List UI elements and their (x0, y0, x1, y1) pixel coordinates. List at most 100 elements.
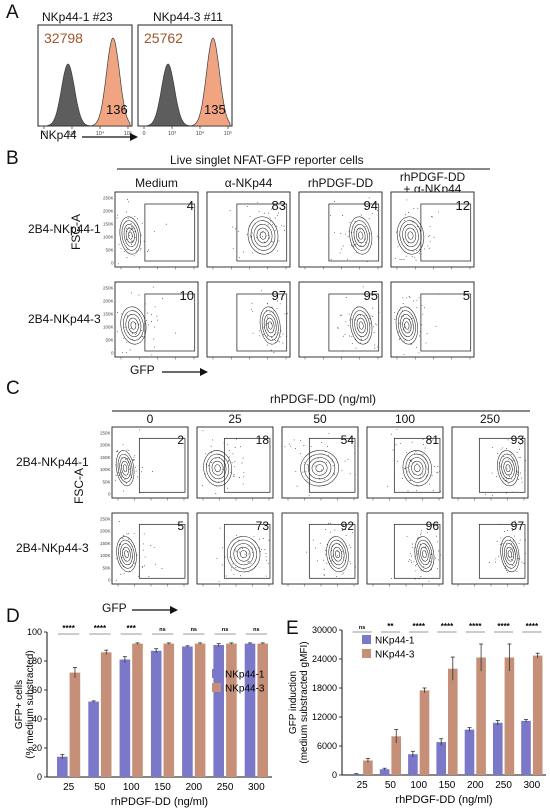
panel-letter-c: C (6, 378, 20, 399)
flow-contour (502, 539, 518, 569)
row-label-panelC-0: 2B4-NKp44-1 (16, 454, 89, 469)
flow-event-dot (137, 218, 139, 220)
histogram-tick-label: 10³ (68, 131, 76, 137)
flow-contour (352, 310, 371, 341)
flow-event-dot (420, 250, 422, 252)
flow-contour (501, 457, 515, 480)
flow-event-dot (360, 245, 362, 247)
flow-event-dot (353, 319, 355, 321)
flow-event-dot (521, 477, 523, 479)
flow-event-dot (251, 232, 253, 234)
y-tick-label: 30000 (312, 625, 337, 635)
flow-event-dot (336, 575, 337, 577)
flow-event-dot (407, 490, 409, 492)
flow-event-dot (507, 439, 509, 441)
flow-event-dot (438, 550, 440, 552)
flow-event-dot (141, 330, 143, 332)
flow-plot-frame (111, 426, 189, 499)
flow-event-dot (352, 246, 354, 247)
bar-NKp44-1 (182, 646, 193, 777)
flow-event-dot (330, 259, 332, 260)
flow-event-dot (354, 566, 356, 568)
bar-NKp44-3 (504, 657, 515, 775)
flow-contour (128, 317, 139, 334)
flow-event-dot (124, 327, 126, 328)
flow-event-dot (408, 296, 410, 297)
flow-event-dot (147, 312, 149, 314)
flow-event-dot (270, 220, 272, 222)
flow-event-dot (416, 299, 418, 301)
flow-ytick-label: 0 (111, 261, 114, 266)
flow-event-dot (378, 311, 380, 313)
panel-b-xlabel: GFP (130, 363, 155, 377)
flow-plot-frame (196, 426, 274, 499)
flow-event-dot (436, 535, 438, 537)
flow-event-dot (393, 474, 395, 476)
gfp-gate (308, 437, 356, 493)
flow-event-dot (130, 222, 132, 224)
flow-event-dot (400, 307, 402, 309)
flow-contour (125, 227, 135, 244)
flow-event-dot (377, 346, 379, 348)
flow-event-dot (263, 327, 265, 329)
flow-event-dot (361, 338, 363, 340)
histogram-tick-label: 0 (142, 131, 145, 137)
bar-NKp44-3 (69, 672, 81, 777)
flow-event-dot (354, 474, 356, 476)
flow-event-dot (333, 231, 335, 233)
gate-percentage: 54 (340, 433, 354, 447)
flow-event-dot (404, 220, 406, 222)
histogram-mfi-pos-2: 25762 (144, 30, 183, 46)
flow-event-dot (519, 443, 521, 445)
flow-event-dot (282, 342, 284, 344)
x-tick-label: 250 (217, 782, 234, 793)
flow-event-dot (397, 246, 399, 248)
flow-event-dot (428, 580, 430, 582)
flow-contour (358, 231, 364, 240)
flow-event-dot (284, 446, 286, 448)
histogram-mfi-neg-1: 136 (106, 102, 128, 117)
flow-event-dot (411, 546, 413, 548)
flow-event-dot (123, 490, 124, 492)
flow-event-dot (419, 543, 421, 545)
flow-event-dot (314, 547, 316, 549)
flow-event-dot (123, 548, 125, 550)
flow-event-dot (420, 576, 422, 577)
gfp-gate (223, 437, 271, 493)
flow-event-dot (136, 554, 138, 556)
flow-event-dot (252, 332, 254, 334)
x-tick-label: 300 (248, 782, 265, 793)
flow-event-dot (411, 561, 412, 563)
flow-event-dot (308, 495, 310, 497)
flow-event-dot (231, 462, 233, 464)
column-label-panelC-4: 250 (479, 412, 501, 426)
flow-event-dot (152, 286, 154, 288)
flow-event-dot (413, 208, 415, 210)
flow-event-dot (514, 520, 516, 522)
flow-contour (402, 317, 412, 334)
flow-event-dot (349, 561, 351, 563)
flow-event-dot (212, 439, 214, 441)
flow-event-dot (426, 333, 428, 335)
flow-event-dot (408, 212, 410, 213)
flow-event-dot (310, 445, 312, 447)
flow-event-dot (519, 539, 521, 541)
flow-plot-frame (366, 426, 444, 499)
flow-event-dot (406, 535, 408, 537)
flow-event-dot (270, 349, 272, 351)
flow-event-dot (502, 447, 504, 449)
flow-contour (422, 550, 427, 559)
flow-contour (124, 550, 129, 559)
gate-percentage: 94 (363, 198, 378, 213)
flow-event-dot (402, 302, 404, 304)
flow-contour (211, 460, 224, 476)
flow-event-dot (510, 548, 512, 550)
flow-event-dot (233, 474, 235, 476)
flow-event-dot (341, 469, 343, 471)
y-tick-label: 0 (332, 770, 337, 780)
gate-percentage: 93 (510, 433, 524, 447)
flow-event-dot (503, 456, 505, 457)
flow-plot-frame (111, 512, 189, 585)
flow-event-dot (247, 206, 249, 207)
flow-event-dot (520, 472, 521, 474)
